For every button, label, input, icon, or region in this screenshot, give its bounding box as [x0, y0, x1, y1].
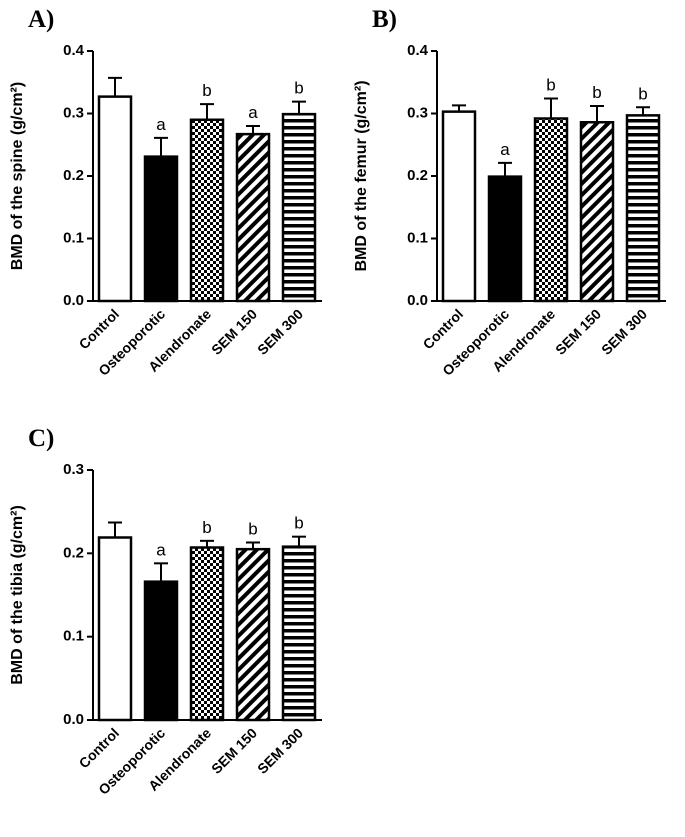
panel: A) BMD of the spine (g/cm²) 0.0 0.1 0.2 0.3 0.…	[9, 6, 322, 379]
bar	[441, 110, 477, 303]
bar	[189, 118, 225, 303]
y-tick-label: 0.2	[63, 544, 84, 561]
y-axis-label: BMD of the spine (g/cm²)	[9, 82, 26, 270]
x-tick-label: SEM 150	[208, 306, 260, 358]
x-tick-label: Control	[420, 306, 467, 353]
x-tick-label: SEM 300	[598, 306, 650, 358]
significance-letter: b	[638, 84, 647, 103]
y-tick-label: 0.2	[63, 167, 84, 184]
significance-letter: b	[202, 81, 211, 100]
bar	[143, 580, 179, 722]
y-tick-label: 0.2	[407, 167, 428, 184]
panel: B) BMD of the femur (g/cm²) 0.0 0.1 0.2 0.3 0.…	[353, 6, 666, 379]
bar	[281, 545, 317, 722]
y-tick-label: 0.3	[407, 104, 428, 121]
y-tick-label: 0.4	[407, 42, 429, 59]
x-tick-label: SEM 300	[254, 306, 306, 358]
significance-letter: b	[592, 83, 601, 102]
x-tick-label: SEM 150	[552, 306, 604, 358]
bar	[97, 95, 133, 303]
y-axis-label: BMD of the femur (g/cm²)	[353, 80, 370, 271]
bar	[235, 132, 271, 303]
panel-label: C)	[28, 425, 54, 452]
y-tick-label: 0.1	[407, 229, 428, 246]
bar	[281, 112, 317, 303]
bar	[235, 547, 271, 722]
y-tick-label: 0.0	[63, 711, 84, 728]
x-tick-label: SEM 300	[254, 725, 306, 777]
significance-letter: a	[156, 115, 166, 134]
significance-letter: b	[294, 79, 303, 98]
y-tick-label: 0.3	[63, 461, 84, 478]
significance-letter: a	[156, 540, 166, 559]
x-tick-label: SEM 150	[208, 725, 260, 777]
bar	[143, 155, 179, 303]
significance-letter: a	[248, 103, 258, 122]
bar	[487, 175, 523, 303]
significance-letter: a	[500, 140, 510, 159]
x-tick-label: Control	[76, 725, 123, 772]
significance-letter: b	[546, 76, 555, 95]
panel: C) BMD of the tibia (g/cm²) 0.0 0.1 0.2 0.3 Co…	[9, 425, 322, 798]
bar	[625, 114, 661, 303]
y-tick-label: 0.3	[63, 104, 84, 121]
significance-letter: b	[202, 518, 211, 537]
significance-letter: b	[294, 514, 303, 533]
panel-label: A)	[28, 6, 54, 33]
bar	[579, 121, 615, 303]
x-tick-label: Control	[76, 306, 123, 353]
panel-label: B)	[372, 6, 397, 33]
y-tick-label: 0.4	[63, 42, 85, 59]
bar	[97, 536, 133, 722]
y-axis-label: BMD of the tibia (g/cm²)	[9, 505, 26, 685]
y-tick-label: 0.1	[63, 229, 84, 246]
significance-letter: b	[248, 520, 257, 539]
y-tick-label: 0.1	[63, 628, 84, 645]
bar	[533, 117, 569, 303]
bar	[189, 546, 225, 722]
y-tick-label: 0.0	[63, 292, 84, 309]
y-tick-label: 0.0	[407, 292, 428, 309]
